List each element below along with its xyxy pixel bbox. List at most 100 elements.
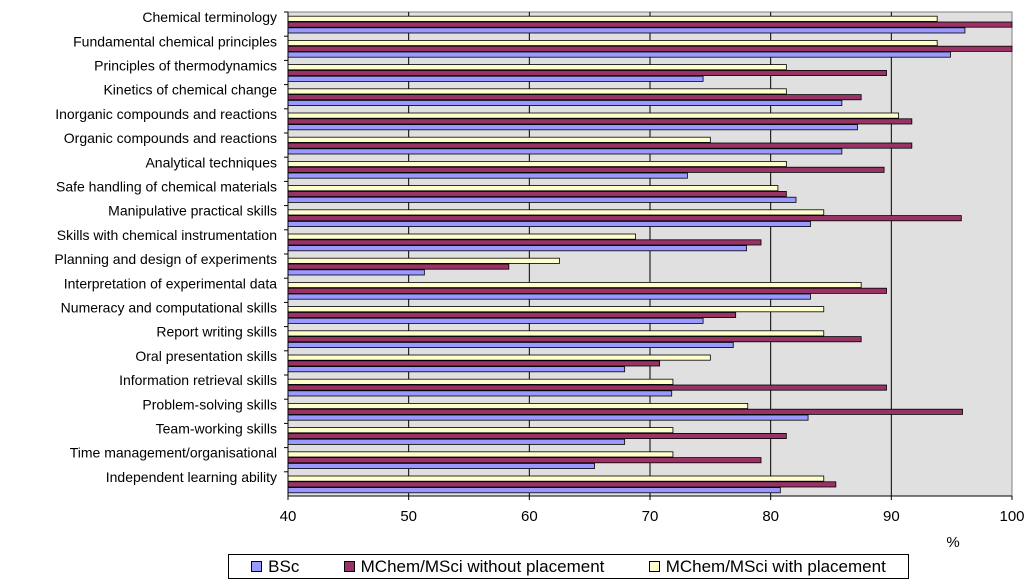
- x-tick-label-70: 70: [642, 508, 659, 525]
- bar-bsc-numeracy-and-computational-skills: [287, 317, 704, 324]
- x-tick-label-60: 60: [521, 508, 538, 525]
- category-label-problem-solving-skills: Problem-solving skills: [142, 396, 277, 412]
- category-label-time-management-organisational: Time management/organisational: [70, 445, 277, 461]
- bar-mchem-msci-with-placement-organic-compounds-and-reactions: [287, 136, 711, 143]
- bar-bsc-manipulative-practical-skills: [287, 220, 811, 227]
- bar-mchem-msci-with-placement-analytical-techniques: [287, 160, 787, 167]
- legend-label-mchem-with-placement: MChem/MSci with placement: [665, 556, 886, 576]
- legend-label-bsc: BSc: [268, 556, 300, 576]
- bar-bsc-fundamental-chemical-principles: [287, 51, 951, 58]
- legend-swatch-mchem-with-placement: [648, 561, 660, 572]
- bar-mchem-msci-with-placement-principles-of-thermodynamics: [287, 64, 787, 71]
- category-label-analytical-techniques: Analytical techniques: [145, 154, 277, 170]
- x-tick-label-40: 40: [280, 508, 297, 525]
- bar-mchem-msci-without-placement-planning-and-design-of-experiments: [287, 263, 510, 270]
- bar-mchem-msci-without-placement-report-writing-skills: [287, 336, 862, 343]
- bar-mchem-msci-without-placement-team-working-skills: [287, 432, 787, 439]
- bar-mchem-msci-without-placement-safe-handling-of-chemical-materials: [287, 190, 787, 197]
- bar-mchem-msci-without-placement-information-retrieval-skills: [287, 384, 887, 391]
- bar-mchem-msci-without-placement-manipulative-practical-skills: [287, 215, 962, 222]
- bar-bsc-principles-of-thermodynamics: [287, 75, 704, 82]
- bar-bsc-skills-with-chemical-instrumentation: [287, 245, 747, 252]
- category-label-information-retrieval-skills: Information retrieval skills: [119, 372, 277, 388]
- bar-bsc-kinetics-of-chemical-change: [287, 100, 843, 107]
- bar-mchem-msci-with-placement-team-working-skills: [287, 427, 674, 434]
- bar-mchem-msci-with-placement-independent-learning-ability: [287, 475, 825, 482]
- bar-bsc-time-management-organisational: [287, 462, 595, 469]
- bar-mchem-msci-without-placement-kinetics-of-chemical-change: [287, 94, 862, 101]
- bar-mchem-msci-with-placement-planning-and-design-of-experiments: [287, 257, 560, 264]
- bar-bsc-safe-handling-of-chemical-materials: [287, 196, 797, 203]
- bar-mchem-msci-without-placement-oral-presentation-skills: [287, 360, 661, 367]
- x-tick-label-50: 50: [400, 508, 417, 525]
- bar-bsc-independent-learning-ability: [287, 487, 781, 494]
- x-tick-label-100: 100: [999, 508, 1024, 525]
- category-label-manipulative-practical-skills: Manipulative practical skills: [108, 203, 277, 219]
- bar-mchem-msci-without-placement-time-management-organisational: [287, 457, 762, 464]
- legend-swatch-bsc: [251, 561, 263, 572]
- x-tick-label-90: 90: [883, 508, 900, 525]
- bar-bsc-problem-solving-skills: [287, 414, 809, 421]
- bar-bsc-team-working-skills: [287, 438, 626, 445]
- bar-bsc-analytical-techniques: [287, 172, 688, 179]
- legend-swatch-mchem-without-placement: [343, 561, 355, 572]
- category-label-fundamental-chemical-principles: Fundamental chemical principles: [73, 33, 277, 49]
- bar-mchem-msci-with-placement-numeracy-and-computational-skills: [287, 306, 825, 313]
- category-label-oral-presentation-skills: Oral presentation skills: [135, 348, 277, 364]
- legend-item-mchem-with-placement: MChem/MSci with placement: [648, 556, 886, 577]
- bar-mchem-msci-without-placement-inorganic-compounds-and-reactions: [287, 118, 913, 125]
- bar-mchem-msci-without-placement-numeracy-and-computational-skills: [287, 311, 737, 318]
- bar-bsc-planning-and-design-of-experiments: [287, 269, 425, 276]
- bar-mchem-msci-with-placement-kinetics-of-chemical-change: [287, 88, 787, 95]
- bar-mchem-msci-without-placement-organic-compounds-and-reactions: [287, 142, 913, 149]
- bar-bsc-interpretation-of-experimental-data: [287, 293, 811, 300]
- category-labels: Chemical terminology Fundamental chemical…: [54, 9, 277, 485]
- x-axis-label: %: [946, 534, 959, 551]
- bar-mchem-msci-with-placement-report-writing-skills: [287, 330, 825, 337]
- bar-mchem-msci-with-placement-information-retrieval-skills: [287, 378, 674, 385]
- category-label-skills-with-chemical-instrumentation: Skills with chemical instrumentation: [57, 227, 277, 243]
- bar-bsc-information-retrieval-skills: [287, 390, 673, 397]
- x-tick-label-80: 80: [762, 508, 779, 525]
- bar-mchem-msci-without-placement-analytical-techniques: [287, 166, 885, 173]
- category-label-report-writing-skills: Report writing skills: [156, 324, 277, 340]
- category-label-independent-learning-ability: Independent learning ability: [106, 469, 277, 485]
- category-label-inorganic-compounds-and-reactions: Inorganic compounds and reactions: [55, 106, 277, 122]
- bar-mchem-msci-with-placement-chemical-terminology: [287, 15, 938, 22]
- bar-bsc-chemical-terminology: [287, 27, 966, 34]
- bar-bsc-inorganic-compounds-and-reactions: [287, 124, 858, 131]
- bar-mchem-msci-without-placement-fundamental-chemical-principles: [287, 45, 1013, 52]
- bar-bsc-oral-presentation-skills: [287, 366, 626, 373]
- bar-mchem-msci-with-placement-manipulative-practical-skills: [287, 209, 825, 216]
- category-label-chemical-terminology: Chemical terminology: [142, 9, 277, 25]
- legend-item-bsc: BSc: [251, 557, 299, 577]
- bar-mchem-msci-with-placement-time-management-organisational: [287, 451, 674, 458]
- bar-mchem-msci-without-placement-interpretation-of-experimental-data: [287, 287, 887, 294]
- bar-mchem-msci-without-placement-principles-of-thermodynamics: [287, 70, 887, 77]
- bar-mchem-msci-without-placement-independent-learning-ability: [287, 481, 837, 488]
- category-label-team-working-skills: Team-working skills: [156, 421, 277, 437]
- bar-mchem-msci-without-placement-skills-with-chemical-instrumentation: [287, 239, 762, 246]
- bar-bsc-organic-compounds-and-reactions: [287, 148, 843, 155]
- bar-mchem-msci-with-placement-fundamental-chemical-principles: [287, 40, 938, 47]
- bar-bsc-report-writing-skills: [287, 341, 734, 348]
- legend-label-mchem-without-placement: MChem/MSci without placement: [360, 556, 605, 576]
- category-label-numeracy-and-computational-skills: Numeracy and computational skills: [61, 300, 277, 316]
- category-label-kinetics-of-chemical-change: Kinetics of chemical change: [103, 82, 277, 98]
- category-label-planning-and-design-of-experiments: Planning and design of experiments: [54, 251, 277, 267]
- bar-mchem-msci-without-placement-problem-solving-skills: [287, 408, 963, 415]
- legend-item-mchem-without-placement: MChem/MSci without placement: [343, 556, 605, 577]
- x-tick-labels: 40 50 60 70 80 90 100: [280, 508, 1025, 525]
- category-label-principles-of-thermodynamics: Principles of thermodynamics: [94, 58, 277, 74]
- bar-mchem-msci-with-placement-safe-handling-of-chemical-materials: [287, 185, 779, 192]
- bar-mchem-msci-with-placement-inorganic-compounds-and-reactions: [287, 112, 899, 119]
- category-label-safe-handling-of-chemical-materials: Safe handling of chemical materials: [56, 179, 277, 195]
- bar-mchem-msci-with-placement-skills-with-chemical-instrumentation: [287, 233, 636, 240]
- bar-mchem-msci-with-placement-oral-presentation-skills: [287, 354, 711, 361]
- bar-mchem-msci-with-placement-interpretation-of-experimental-data: [287, 281, 862, 288]
- category-label-organic-compounds-and-reactions: Organic compounds and reactions: [64, 130, 277, 146]
- bar-mchem-msci-without-placement-chemical-terminology: [287, 21, 1013, 28]
- bar-mchem-msci-with-placement-problem-solving-skills: [287, 402, 749, 409]
- legend: BSc MChem/MSci without placement MChem/M…: [228, 554, 909, 579]
